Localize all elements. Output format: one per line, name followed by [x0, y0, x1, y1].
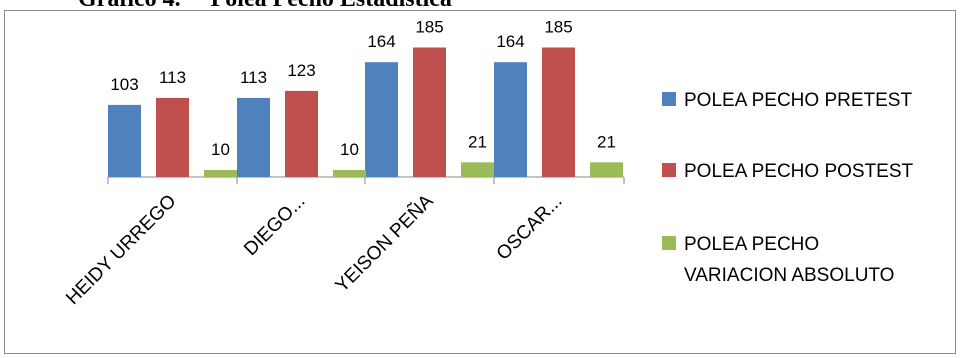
- bar-1-1: [108, 104, 141, 177]
- bar-3-2: [333, 170, 366, 177]
- legend-label: POLEA PECHO PRETEST: [684, 90, 912, 111]
- data-label: 123: [287, 61, 315, 80]
- bar-1-4: [494, 62, 527, 178]
- bar-2-1: [156, 97, 189, 177]
- data-label: 164: [367, 32, 395, 51]
- data-label: 185: [544, 18, 572, 37]
- data-label: 21: [597, 132, 616, 151]
- legend-label: VARIACION ABSOLUTO: [684, 265, 894, 286]
- bar-1-3: [365, 62, 398, 178]
- legend-label: POLEA PECHO: [684, 234, 819, 255]
- category-label: HEIDY URREGO: [62, 191, 180, 309]
- legend-swatch-2: [662, 163, 676, 177]
- data-label: 10: [211, 140, 230, 159]
- bar-3-3: [461, 162, 494, 177]
- category-label: YEISON PEÑA: [331, 190, 438, 297]
- data-label: 185: [415, 18, 443, 37]
- bar-2-2: [285, 90, 318, 177]
- category-label: OSCAR...: [493, 191, 567, 265]
- data-label: 21: [468, 132, 487, 151]
- data-label: 113: [240, 68, 267, 87]
- bar-3-1: [204, 170, 237, 177]
- category-label: DIEGO...: [240, 191, 309, 260]
- legend-swatch-3: [662, 236, 676, 250]
- bar-2-3: [413, 47, 446, 177]
- legend-swatch-1: [662, 92, 676, 106]
- data-label: 10: [340, 140, 359, 159]
- data-label: 113: [159, 68, 186, 87]
- bar-1-2: [237, 97, 270, 177]
- bar-3-4: [590, 162, 623, 177]
- data-label: 103: [110, 75, 138, 94]
- legend-label: POLEA PECHO POSTEST: [684, 161, 914, 182]
- chart-frame: [4, 10, 956, 354]
- document-heading: Gráfico 4. Polea Pecho Estadística: [78, 0, 452, 13]
- bar-2-4: [542, 47, 575, 177]
- data-label: 164: [496, 32, 524, 51]
